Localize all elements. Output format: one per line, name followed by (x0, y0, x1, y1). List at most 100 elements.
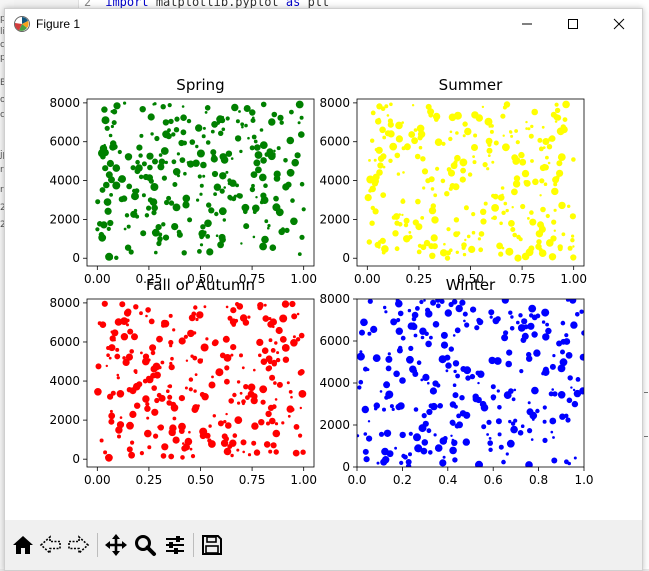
scatter-point (138, 174, 144, 180)
scatter-point (129, 349, 134, 354)
scatter-point (172, 436, 180, 444)
scatter-point (561, 232, 566, 237)
scatter-point (459, 158, 468, 167)
scatter-point (453, 404, 458, 409)
scatter-point (433, 193, 438, 198)
scatter-point (257, 305, 263, 311)
scatter-point (279, 314, 288, 323)
save-button[interactable] (199, 532, 225, 558)
scatter-point (417, 135, 423, 141)
x-tick-label: 0.00 (354, 272, 381, 286)
scatter-point (126, 183, 133, 190)
scatter-point (144, 405, 151, 412)
close-button[interactable] (596, 9, 642, 39)
home-button[interactable] (10, 532, 36, 558)
scatter-point (490, 394, 497, 400)
code-keyword: import (105, 0, 149, 9)
scatter-point (161, 319, 168, 327)
scatter-point (496, 242, 503, 250)
scatter-point (281, 421, 285, 425)
scatter-point (101, 116, 110, 125)
scatter-point (231, 196, 237, 202)
scatter-point (370, 325, 378, 333)
scatter-point (471, 144, 478, 151)
scatter-point (546, 239, 554, 247)
zoom-button[interactable] (132, 532, 158, 558)
scatter-point (152, 103, 155, 106)
scatter-point (518, 313, 523, 318)
window-titlebar[interactable]: Figure 1 (5, 9, 642, 39)
scatter-point (358, 379, 364, 385)
forward-button[interactable] (65, 532, 91, 558)
maximize-button[interactable] (550, 9, 596, 39)
scatter-point (236, 193, 242, 199)
scatter-point (423, 239, 431, 247)
scatter-point (359, 329, 365, 336)
scatter-point (145, 307, 151, 313)
scatter-point (362, 448, 369, 455)
scatter-point (290, 395, 293, 399)
scatter-point (379, 390, 383, 393)
scatter-point (527, 322, 535, 330)
scatter-point (260, 101, 267, 108)
back-button[interactable] (38, 532, 64, 558)
scatter-point (532, 178, 539, 186)
scatter-point (117, 434, 121, 439)
editor-code-line: 2 import matplotlib.pyplot as plt (84, 0, 329, 9)
toolbar-separator (193, 533, 194, 557)
scatter-point (282, 183, 290, 191)
scatter-point (475, 460, 483, 467)
scatter-point (446, 227, 451, 232)
scatter-point (389, 404, 394, 409)
scatter-point (428, 206, 437, 215)
configure-subplots-button[interactable] (162, 532, 188, 558)
scatter-point (171, 223, 179, 231)
scatter-point (254, 144, 261, 151)
scatter-point (523, 180, 528, 185)
scatter-point (375, 146, 383, 154)
scatter-point (217, 241, 225, 249)
minimize-button[interactable] (504, 9, 550, 39)
pan-button[interactable] (103, 532, 129, 558)
scatter-point (526, 249, 532, 255)
scatter-point (197, 358, 203, 364)
scatter-point (500, 113, 506, 119)
scatter-point (276, 351, 280, 355)
navigation-toolbar (5, 520, 642, 570)
scatter-point (382, 456, 390, 464)
scatter-point (531, 108, 538, 116)
scatter-point (491, 217, 494, 220)
scatter-point (199, 234, 205, 240)
scatter-point (396, 172, 401, 176)
scatter-point (556, 160, 563, 167)
scatter-point (510, 425, 518, 434)
scatter-point (268, 317, 272, 321)
scatter-point (225, 422, 232, 429)
figure-canvas[interactable]: 0.00 0.25 0.50 0.75 1.00 0 2000 4000 6000 8000 Spr… (5, 39, 642, 520)
scatter-point (539, 164, 547, 172)
figure-window: Figure 1 0.00 0.25 0.50 0.75 1.00 0 2000 4000 60… (4, 8, 643, 571)
scatter-point (110, 390, 116, 396)
scatter-point (481, 424, 487, 430)
scatter-point (389, 102, 393, 107)
scatter-point (357, 434, 360, 438)
scatter-point (171, 159, 177, 165)
scatter-point (116, 390, 125, 398)
scatter-point (548, 253, 557, 261)
scatter-point (123, 309, 132, 317)
scatter-point (192, 355, 198, 361)
scatter-point (414, 444, 423, 453)
scatter-point (426, 408, 433, 416)
scatter-point (427, 108, 435, 116)
scatter-point (435, 299, 441, 303)
scatter-point (391, 407, 395, 411)
scatter-point (382, 165, 386, 169)
scatter-points (357, 299, 584, 467)
scatter-point (571, 234, 575, 238)
scatter-point (146, 205, 152, 211)
scatter-point (158, 153, 163, 157)
scatter-point (134, 402, 141, 409)
subplot-0: 0.00 0.25 0.50 0.75 1.00 0 2000 4000 6000 8000 Spr… (49, 76, 317, 286)
scatter-point (194, 373, 198, 376)
scatter-point (108, 176, 115, 184)
